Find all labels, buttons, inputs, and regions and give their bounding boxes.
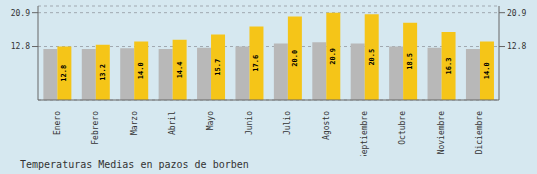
svg-text:Agosto: Agosto <box>322 111 331 140</box>
svg-text:16.3: 16.3 <box>445 58 453 75</box>
svg-text:Octubre: Octubre <box>398 111 407 145</box>
svg-text:Enero: Enero <box>53 111 62 135</box>
svg-text:12.8: 12.8 <box>507 42 526 51</box>
svg-text:12.8: 12.8 <box>60 65 68 82</box>
svg-text:Noviembre: Noviembre <box>437 111 446 155</box>
svg-text:20.9: 20.9 <box>329 48 337 65</box>
html-text:Temperaturas Medias en pazos d: Temperaturas Medias en pazos de borben <box>20 159 249 170</box>
svg-text:20.5: 20.5 <box>368 49 376 66</box>
svg-text:14.4: 14.4 <box>176 61 184 78</box>
svg-text:Septiembre: Septiembre <box>360 111 369 156</box>
svg-text:20.0: 20.0 <box>291 50 299 67</box>
svg-text:Marzo: Marzo <box>130 111 139 135</box>
svg-text:12.8: 12.8 <box>11 42 30 51</box>
svg-text:Mayo: Mayo <box>206 111 215 130</box>
svg-text:20.9: 20.9 <box>507 9 526 18</box>
svg-text:Junio: Junio <box>245 111 254 135</box>
svg-text:Abril: Abril <box>168 111 177 135</box>
svg-text:14.0: 14.0 <box>137 62 145 79</box>
svg-text:20.9: 20.9 <box>11 9 30 18</box>
svg-text:13.2: 13.2 <box>99 64 107 81</box>
svg-text:Diciembre: Diciembre <box>475 111 484 155</box>
svg-text:15.7: 15.7 <box>214 59 222 76</box>
svg-text:14.0: 14.0 <box>483 62 491 79</box>
svg-text:17.6: 17.6 <box>252 55 260 72</box>
svg-text:18.5: 18.5 <box>406 53 414 70</box>
svg-text:Julio: Julio <box>283 111 292 135</box>
svg-text:Febrero: Febrero <box>91 111 100 145</box>
